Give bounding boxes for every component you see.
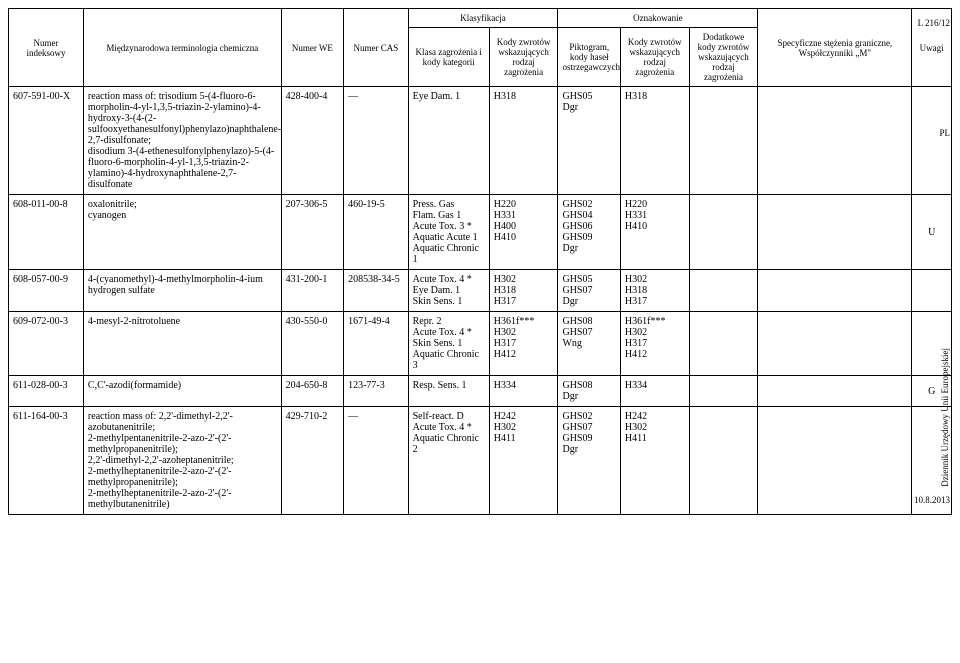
cell-uwagi: U [912, 195, 952, 270]
cell-kody1: H302 H318 H317 [489, 270, 558, 312]
cell-uwagi [912, 270, 952, 312]
cell-spec [758, 195, 912, 270]
cell-idx: 608-011-00-8 [9, 195, 84, 270]
cell-name: 4-(cyanomethyl)-4-methylmorpholin-4-ium … [83, 270, 281, 312]
cell-name: reaction mass of: 2,2'-dimethyl-2,2'-azo… [83, 407, 281, 515]
col-kody2: Kody zwrotów wskazujących rodzaj zagroże… [620, 28, 689, 87]
table-header: Numer indeksowy Międzynarodowa terminolo… [9, 9, 952, 87]
cell-kody1: H242 H302 H411 [489, 407, 558, 515]
cell-spec [758, 270, 912, 312]
cell-name: 4-mesyl-2-nitrotoluene [83, 312, 281, 376]
cell-we: 431-200-1 [281, 270, 343, 312]
table-row: 609-072-00-34-mesyl-2-nitrotoluene430-55… [9, 312, 952, 376]
col-dod: Dodatkowe kody zwrotów wskazujących rodz… [689, 28, 758, 87]
cell-cas: — [344, 407, 409, 515]
col-klas: Klasyfikacja [408, 9, 558, 28]
cell-klasa: Resp. Sens. 1 [408, 376, 489, 407]
cell-idx: 611-164-00-3 [9, 407, 84, 515]
cell-kody2: H242 H302 H411 [620, 407, 689, 515]
col-cas: Numer CAS [344, 9, 409, 87]
cell-pikt: GHS02 GHS07 GHS09 Dgr [558, 407, 620, 515]
cell-cas: 123-77-3 [344, 376, 409, 407]
cell-klasa: Acute Tox. 4 * Eye Dam. 1 Skin Sens. 1 [408, 270, 489, 312]
cell-kody1: H318 [489, 87, 558, 195]
cell-idx: 607-591-00-X [9, 87, 84, 195]
cell-spec [758, 376, 912, 407]
cell-kody1: H361f*** H302 H317 H412 [489, 312, 558, 376]
cell-idx: 608-057-00-9 [9, 270, 84, 312]
col-kody1: Kody zwrotów wskazujących rodzaj zagroże… [489, 28, 558, 87]
col-name: Międzynarodowa terminologia chemiczna [83, 9, 281, 87]
cell-dod [689, 87, 758, 195]
cell-we: 207-306-5 [281, 195, 343, 270]
cell-spec [758, 312, 912, 376]
cell-kody2: H302 H318 H317 [620, 270, 689, 312]
cell-spec [758, 87, 912, 195]
col-index: Numer indeksowy [9, 9, 84, 87]
table-row: 607-591-00-Xreaction mass of: trisodium … [9, 87, 952, 195]
cell-kody2: H334 [620, 376, 689, 407]
col-ozn: Oznakowanie [558, 9, 758, 28]
cell-idx: 611-028-00-3 [9, 376, 84, 407]
journal-name: Dziennik Urzędowy Unii Europejskiej [940, 348, 950, 487]
cell-uwagi [912, 87, 952, 195]
table-row: 611-028-00-3C,C'-azodi(formamide)204-650… [9, 376, 952, 407]
table-body: 607-591-00-Xreaction mass of: trisodium … [9, 87, 952, 515]
cell-klasa: Eye Dam. 1 [408, 87, 489, 195]
cell-name: reaction mass of: trisodium 5-(4-fluoro-… [83, 87, 281, 195]
cell-dod [689, 270, 758, 312]
cell-dod [689, 195, 758, 270]
cell-kody1: H334 [489, 376, 558, 407]
cell-name: C,C'-azodi(formamide) [83, 376, 281, 407]
cell-pikt: GHS02 GHS04 GHS06 GHS09 Dgr [558, 195, 620, 270]
lang-code: PL [939, 128, 950, 138]
cell-klasa: Repr. 2 Acute Tox. 4 * Skin Sens. 1 Aqua… [408, 312, 489, 376]
cell-kody2: H361f*** H302 H317 H412 [620, 312, 689, 376]
cell-idx: 609-072-00-3 [9, 312, 84, 376]
cell-dod [689, 312, 758, 376]
cell-spec [758, 407, 912, 515]
col-we: Numer WE [281, 9, 343, 87]
col-pikt: Piktogram, kody haseł ostrzegawczych [558, 28, 620, 87]
cell-cas: 460-19-5 [344, 195, 409, 270]
cell-klasa: Press. Gas Flam. Gas 1 Acute Tox. 3 * Aq… [408, 195, 489, 270]
cell-name: oxalonitrile; cyanogen [83, 195, 281, 270]
cell-pikt: GHS05 Dgr [558, 87, 620, 195]
cell-we: 429-710-2 [281, 407, 343, 515]
cell-we: 204-650-8 [281, 376, 343, 407]
cell-kody1: H220 H331 H400 H410 [489, 195, 558, 270]
cell-klasa: Self-react. D Acute Tox. 4 * Aquatic Chr… [408, 407, 489, 515]
cell-pikt: GHS08 GHS07 Wng [558, 312, 620, 376]
cell-dod [689, 407, 758, 515]
classification-table: Numer indeksowy Międzynarodowa terminolo… [8, 8, 952, 515]
table-row: 608-011-00-8oxalonitrile; cyanogen207-30… [9, 195, 952, 270]
table-row: 608-057-00-94-(cyanomethyl)-4-methylmorp… [9, 270, 952, 312]
page-ref: L 216/12 [918, 18, 950, 28]
cell-cas: — [344, 87, 409, 195]
cell-we: 430-550-0 [281, 312, 343, 376]
cell-kody2: H220 H331 H410 [620, 195, 689, 270]
table-row: 611-164-00-3reaction mass of: 2,2'-dimet… [9, 407, 952, 515]
cell-pikt: GHS08 Dgr [558, 376, 620, 407]
cell-we: 428-400-4 [281, 87, 343, 195]
cell-cas: 208538-34-5 [344, 270, 409, 312]
cell-dod [689, 376, 758, 407]
cell-cas: 1671-49-4 [344, 312, 409, 376]
cell-pikt: GHS05 GHS07 Dgr [558, 270, 620, 312]
col-spec: Specyficzne stężenia graniczne, Współczy… [758, 9, 912, 87]
publication-date: 10.8.2013 [914, 495, 950, 505]
col-klasa-zag: Klasa zagrożenia i kody kategorii [408, 28, 489, 87]
cell-kody2: H318 [620, 87, 689, 195]
